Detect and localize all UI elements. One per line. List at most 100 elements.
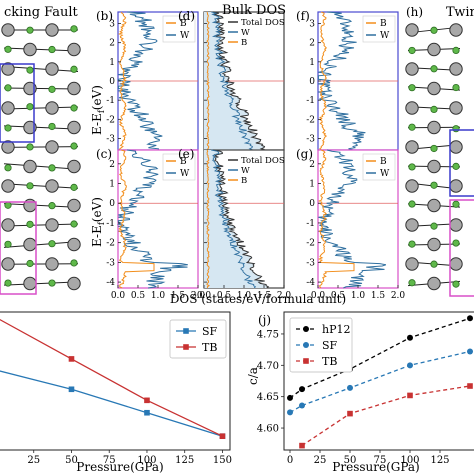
y-tick-label: -4 (306, 278, 315, 288)
dos-panel-c: BW(c)210-1-2-3-40.0 0.5 1.0 1.5 2.0 (96, 147, 205, 301)
atom-small (431, 106, 437, 112)
atom-big (428, 43, 440, 55)
x-tick-label: 1.0 (151, 291, 166, 301)
atom-small (71, 105, 77, 111)
y-tick-label: 3 (309, 20, 315, 30)
data-point-sf (299, 402, 305, 408)
atom-small (409, 124, 415, 130)
legend-label-w: W (241, 166, 250, 176)
legend-label-hp12: hP12 (322, 323, 350, 336)
atom-big (68, 277, 80, 289)
y-tick-label: 1 (109, 180, 115, 190)
legend-marker-tb (183, 344, 189, 350)
dos-panel-g: BW (g)2 1 0 -1 -2 -3 -4 0.0 0.5 1.0 1.5 2.0 (296, 147, 405, 301)
y-tick-label: 4.70 (257, 361, 279, 372)
atom-small (409, 241, 415, 247)
twin-title: Twin (446, 5, 474, 20)
x-tick-label: 125 (430, 455, 449, 466)
legend-marker-tb (303, 358, 309, 364)
x-tick-label: 2.0 (391, 291, 406, 301)
atom-big (2, 180, 14, 192)
atom-big (24, 160, 36, 172)
atom-small (49, 280, 55, 286)
atom-small (409, 47, 415, 53)
legend-label-b: B (241, 38, 247, 48)
panel-label-f: (f) (296, 9, 310, 23)
atom-big (46, 219, 58, 231)
legend-marker-sf (183, 328, 189, 334)
bond-line (4, 204, 78, 208)
atom-small (453, 240, 459, 246)
legend-label-total: Total DOS (241, 156, 285, 166)
atom-big (406, 258, 418, 270)
y-tick-label: -3 (306, 258, 315, 268)
atom-small (71, 221, 77, 227)
y-tick-label: -1 (306, 96, 315, 106)
x-tick-label: 25 (27, 455, 40, 466)
y-tick-label: 1 (309, 58, 315, 68)
stacking-fault-title: cking Fault (4, 5, 79, 20)
bond-line (4, 126, 78, 129)
atom-big (46, 102, 58, 114)
atom-big (2, 102, 14, 114)
atom-small (453, 201, 459, 207)
atom-big (2, 24, 14, 36)
twin-structure: (h) Twin (406, 5, 474, 296)
atom-big (428, 160, 440, 172)
bond-line (4, 66, 78, 71)
bond-line (4, 224, 78, 226)
y-tick-label: 4.60 (257, 424, 279, 435)
y-tick-label: 1 (309, 180, 315, 190)
y-tick-label: -3 (106, 135, 115, 145)
atom-small (5, 241, 11, 247)
legend-label-total: Total DOS (241, 18, 285, 28)
legend-label-b: B (380, 19, 387, 29)
atom-small (5, 165, 11, 171)
atom-big (406, 24, 418, 36)
data-point-sf (69, 386, 75, 392)
x-tick-label: 0.0 (111, 291, 126, 301)
data-point-tb (220, 433, 226, 439)
atom-big (406, 219, 418, 231)
legend-label-w: W (180, 31, 190, 41)
y-tick-label: 4.75 (257, 329, 279, 340)
atom-small (71, 66, 77, 72)
data-point-tb (347, 411, 353, 417)
atom-big (2, 219, 14, 231)
y-tick-label: 2 (309, 160, 315, 170)
atom-big (68, 238, 80, 250)
panel-label-h: (h) (406, 5, 423, 19)
legend-label-sf: SF (322, 339, 338, 352)
series-line-sf (0, 370, 223, 436)
bond-line (4, 147, 78, 148)
atom-small (431, 223, 437, 229)
legend-label-tb: TB (322, 355, 337, 368)
atom-big (406, 180, 418, 192)
legend-marker-hp12 (303, 326, 309, 332)
panel-label-e: (e) (178, 147, 194, 161)
bond-line (4, 184, 78, 189)
atom-small (453, 47, 459, 53)
legend-label-b: B (241, 176, 247, 186)
y-tick-label: -4 (106, 278, 115, 288)
y-tick-label: 3 (109, 20, 115, 30)
atom-small (409, 164, 415, 170)
atom-big (2, 258, 14, 270)
series-line-tb (302, 386, 470, 446)
y-tick-label: -3 (306, 135, 315, 145)
atom-small (431, 27, 437, 33)
y-tick-label: -2 (106, 239, 115, 249)
atom-big (428, 82, 440, 94)
data-point-hp12 (299, 386, 305, 392)
y-tick-label: -2 (306, 239, 315, 249)
atom-small (27, 104, 33, 110)
bond-line (4, 242, 78, 248)
data-point-sf (144, 410, 150, 416)
atom-small (71, 260, 77, 266)
atom-big (46, 258, 58, 270)
atom-small (27, 27, 33, 33)
atom-big (46, 141, 58, 153)
bulk-dos-title: Bulk DOS (222, 3, 286, 18)
atom-big (450, 141, 462, 153)
atom-small (27, 144, 33, 150)
